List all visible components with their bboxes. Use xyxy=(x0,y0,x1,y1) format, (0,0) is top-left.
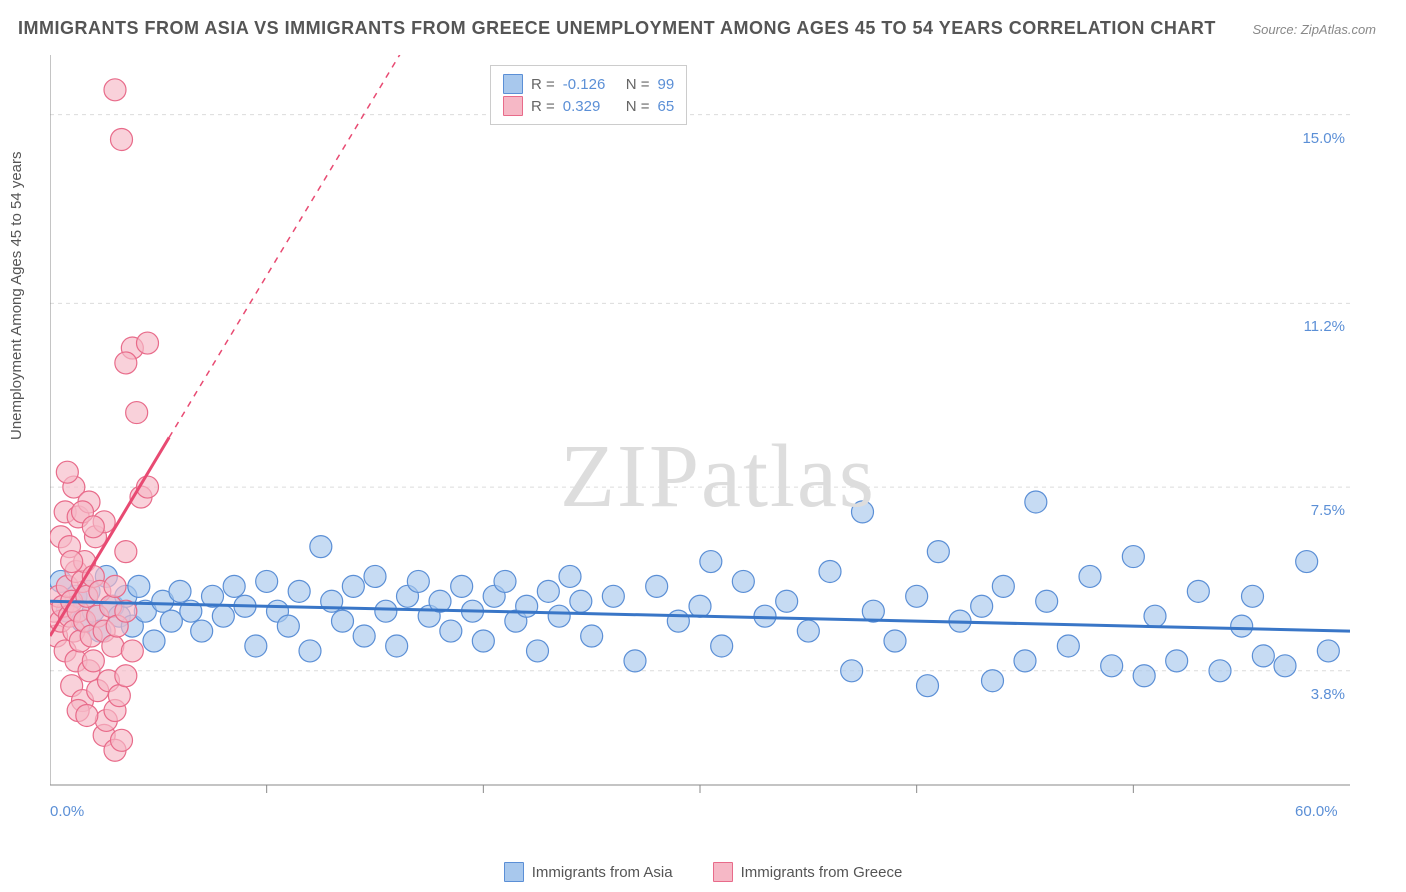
correlation-legend: R = -0.126 N = 99 R = 0.329 N = 65 xyxy=(490,65,687,125)
legend-row: R = -0.126 N = 99 xyxy=(503,74,674,94)
r-label: R = xyxy=(531,98,555,115)
n-label: N = xyxy=(626,76,650,93)
series-legend: Immigrants from Asia Immigrants from Gree… xyxy=(0,862,1406,882)
legend-swatch xyxy=(503,74,523,94)
legend-label: Immigrants from Asia xyxy=(532,864,673,881)
r-value: 0.329 xyxy=(563,98,618,115)
plot-area: ZIPatlas R =-0.126N =99R =0.329N =65 3.8… xyxy=(50,55,1350,825)
xtick-label: 0.0% xyxy=(50,803,84,820)
ytick-label: 15.0% xyxy=(1285,130,1345,147)
legend-row: R = 0.329 N = 65 xyxy=(503,96,674,116)
legend-label: Immigrants from Greece xyxy=(741,864,903,881)
xtick-label: 60.0% xyxy=(1295,803,1338,820)
legend-swatch xyxy=(503,96,523,116)
scatter-chart xyxy=(50,55,1350,825)
ytick-label: 7.5% xyxy=(1285,502,1345,519)
legend-item: Immigrants from Asia xyxy=(504,862,673,882)
ytick-label: 3.8% xyxy=(1285,686,1345,703)
y-axis-label: Unemployment Among Ages 45 to 54 years xyxy=(8,151,25,440)
n-value: 99 xyxy=(658,76,675,93)
ytick-label: 11.2% xyxy=(1285,318,1345,335)
page-title: IMMIGRANTS FROM ASIA VS IMMIGRANTS FROM … xyxy=(18,18,1216,39)
n-value: 65 xyxy=(658,98,675,115)
r-value: -0.126 xyxy=(563,76,618,93)
source-label: Source: ZipAtlas.com xyxy=(1252,22,1376,37)
legend-swatch xyxy=(504,862,524,882)
r-label: R = xyxy=(531,76,555,93)
legend-item: Immigrants from Greece xyxy=(713,862,903,882)
n-label: N = xyxy=(626,98,650,115)
legend-swatch xyxy=(713,862,733,882)
